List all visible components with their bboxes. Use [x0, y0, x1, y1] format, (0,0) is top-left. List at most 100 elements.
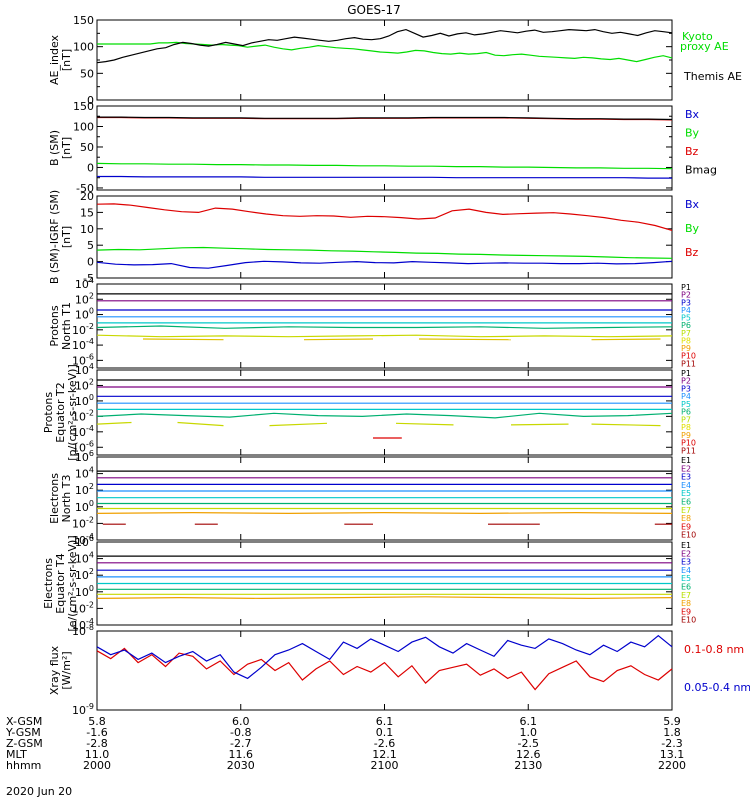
legend-label: 0.1-0.8 nm [684, 643, 744, 656]
legend-label: E1 [681, 456, 691, 465]
legend-label: By [685, 222, 700, 235]
series-e8 [96, 596, 673, 600]
y-tick-label: 15 [80, 206, 94, 219]
y-tick-label: 102 [75, 291, 94, 306]
panel-frame [96, 369, 673, 456]
legend-label: E2 [681, 464, 691, 473]
time-axis-value: 6.1 [376, 715, 394, 728]
series-p7 [96, 334, 673, 338]
panel-frame [96, 283, 673, 369]
y-axis-label: [nT] [60, 49, 73, 71]
legend-label: Bx [685, 198, 700, 211]
y-tick-label: 0 [87, 94, 94, 107]
legend-label: 0.05-0.4 nm [684, 681, 750, 694]
legend-label: E1 [681, 541, 691, 550]
series-bz [96, 203, 673, 231]
time-axis-value: -2.5 [518, 737, 539, 750]
series-bx [97, 175, 672, 179]
time-axis-value: 2130 [514, 759, 542, 772]
y-tick-label: 10 [80, 223, 94, 236]
legend-label: E5 [681, 489, 691, 498]
time-axis-value: 11.0 [85, 748, 110, 761]
y-tick-label: 104 [75, 276, 94, 291]
legend-label: E9 [681, 607, 691, 616]
y-axis-label: Equator T4 [54, 553, 67, 613]
time-axis-value: -2.6 [374, 737, 395, 750]
legend-label: P6 [681, 321, 691, 330]
series-0-1-0-8-nm [96, 647, 673, 691]
y-axis-label: Protons [48, 305, 61, 346]
time-axis-value: -2.3 [661, 737, 682, 750]
time-axis-value: 13.1 [660, 748, 685, 761]
panel-2: -50 0 50 100 150 B (SM) [nT] Bx By Bz Bmag [48, 100, 717, 195]
panel-frame [96, 456, 673, 541]
y-axis-label: [p/(cm²-s-sr-keV)] [66, 364, 79, 461]
y-axis-label: B (SM)-IGRF (SM) [48, 190, 61, 284]
time-axis-value: -0.8 [230, 726, 251, 739]
legend-label: P2 [681, 291, 691, 300]
series-bmag [97, 116, 673, 121]
legend-label: P7 [681, 329, 691, 338]
series-by [96, 162, 673, 170]
legend-label: P3 [681, 298, 691, 307]
legend-label: P9 [681, 344, 691, 353]
panel-frame [96, 19, 673, 101]
panel-frame [96, 630, 673, 711]
legend-label: E6 [681, 498, 691, 507]
legend-label: Bz [685, 145, 699, 158]
time-axis-value: 2100 [371, 759, 399, 772]
y-tick-label: 10-4 [72, 337, 94, 352]
y-tick-label: 5 [87, 239, 94, 252]
series-p8 [303, 338, 374, 341]
time-axis-value: 11.6 [229, 748, 254, 761]
series-e8 [96, 511, 673, 515]
series-bx [96, 260, 673, 269]
y-tick-label: 50 [80, 67, 94, 80]
plot-title: GOES-17 [347, 3, 401, 17]
time-axis-value: 2030 [227, 759, 255, 772]
y-axis-label: B (SM) [48, 130, 61, 166]
legend-label: P8 [681, 423, 691, 432]
legend-label: E2 [681, 549, 691, 558]
y-tick-label: 20 [80, 190, 94, 203]
legend-label: Bmag [685, 164, 717, 177]
legend-label: E8 [681, 599, 691, 608]
series-p7 [96, 421, 132, 425]
y-axis-label: [e/(cm²-s-sr-keV)] [66, 535, 79, 631]
legend-label: E4 [681, 566, 691, 575]
y-tick-label: 100 [75, 499, 94, 514]
legend-label: P7 [681, 415, 691, 424]
legend-label: E8 [681, 514, 691, 523]
y-axis-label: [nT] [60, 137, 73, 159]
legend-label: By [685, 127, 700, 140]
y-axis-label: [nT] [60, 226, 73, 248]
legend-label: E9 [681, 522, 691, 531]
legend-label: P11 [681, 446, 696, 455]
y-tick-label: 104 [75, 466, 94, 481]
time-axis-value: 12.1 [372, 748, 397, 761]
legend-label: Kyoto [682, 30, 713, 43]
y-tick-label: -5 [83, 272, 94, 285]
legend-label: Bz [685, 246, 699, 259]
time-axis-value: -1.6 [86, 726, 107, 739]
legend-label: E7 [681, 506, 691, 515]
time-axis-value: 5.8 [88, 715, 106, 728]
series-p8 [142, 338, 224, 341]
legend-label: proxy AE [680, 40, 729, 53]
y-tick-label: 150 [73, 14, 94, 27]
date-label: 2020 Jun 20 [6, 785, 72, 798]
y-axis-label: [W/m²] [60, 651, 73, 689]
legend-label: E4 [681, 481, 691, 490]
y-tick-label: 10-2 [72, 515, 94, 530]
legend-label: P9 [681, 431, 691, 440]
y-axis-label: North T1 [60, 302, 73, 350]
time-axis-row-label: Z-GSM [6, 737, 43, 750]
time-axis-value: 12.6 [516, 748, 541, 761]
y-axis-label: North T3 [60, 475, 73, 523]
y-tick-label: 100 [75, 307, 94, 322]
series-p7 [269, 422, 328, 427]
